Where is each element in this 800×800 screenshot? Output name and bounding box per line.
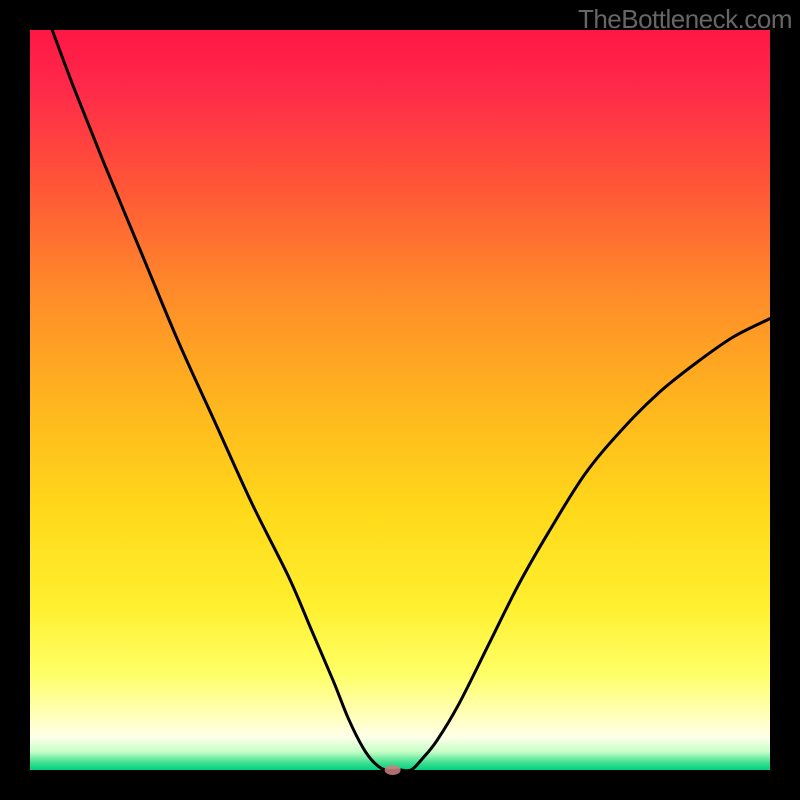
watermark-text: TheBottleneck.com: [578, 4, 792, 35]
minimum-marker: [385, 765, 401, 775]
chart-container: TheBottleneck.com: [0, 0, 800, 800]
bottleneck-chart: [0, 0, 800, 800]
plot-background: [30, 30, 770, 770]
